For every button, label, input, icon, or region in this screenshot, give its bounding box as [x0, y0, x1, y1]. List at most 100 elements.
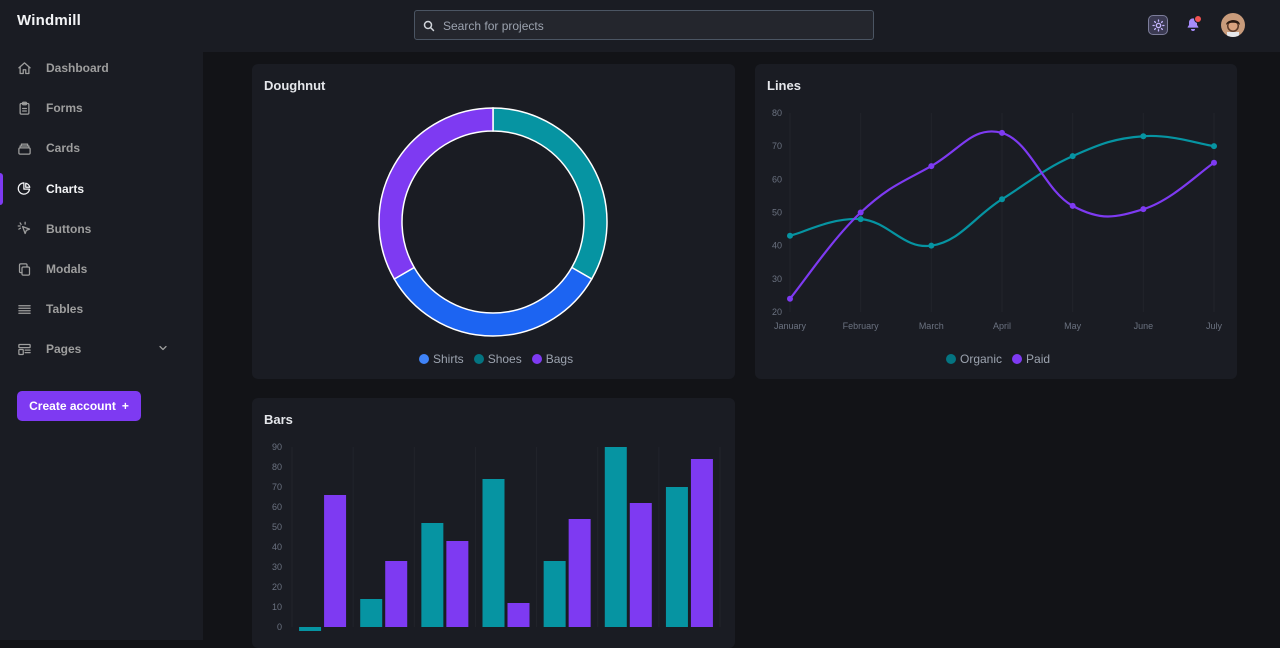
card-title: Lines [767, 78, 801, 93]
bar [421, 523, 444, 627]
data-point [1069, 153, 1076, 160]
sidebar-item-label: Forms [46, 101, 83, 116]
bars-card: Bars 0 10 20 30 40 50 60 70 80 90 [252, 398, 735, 648]
theme-toggle-button[interactable] [1148, 15, 1168, 35]
plus-icon: + [121, 399, 129, 413]
sidebar-item-buttons[interactable]: Buttons [0, 209, 203, 249]
data-point [1211, 159, 1217, 166]
sidebar-item-label: Pages [46, 342, 82, 357]
y-tick-label: 80 [772, 108, 782, 118]
y-tick-label: 20 [272, 582, 282, 592]
data-point [928, 163, 935, 170]
sidebar-nav: Dashboard Forms Cards Charts Buttons Mod… [0, 48, 203, 370]
notification-dot [1194, 15, 1202, 23]
clipboard-icon [19, 101, 30, 115]
legend-label: Shoes [487, 352, 522, 366]
legend-swatch [946, 354, 956, 364]
sidebar-item-dashboard[interactable]: Dashboard [0, 48, 203, 88]
data-point [787, 295, 793, 302]
chevron-down-icon[interactable] [157, 342, 169, 354]
y-tick-label: 60 [272, 502, 282, 512]
sidebar-item-forms[interactable]: Forms [0, 88, 203, 128]
avatar[interactable] [1221, 13, 1245, 37]
lines-card: Lines January February March April May June Ju… [755, 64, 1237, 379]
pie-chart-icon [17, 182, 31, 195]
search-box[interactable] [414, 10, 874, 40]
data-point [999, 129, 1005, 136]
legend-item[interactable]: Bags [531, 352, 574, 366]
y-tick-label: 30 [772, 274, 782, 284]
lines-legend: Organic Paid [946, 352, 1050, 366]
card-title: Bars [264, 412, 293, 427]
x-tick-label: July [1206, 321, 1223, 331]
legend-label: Shirts [433, 352, 464, 366]
data-point [857, 216, 864, 223]
sidebar-item-tables[interactable]: Tables [0, 289, 203, 329]
legend-item[interactable]: Shirts [419, 352, 464, 366]
home-icon [18, 61, 31, 74]
bar-chart: 0 10 20 30 40 50 60 70 80 90 [272, 442, 721, 632]
bar [604, 447, 627, 627]
legend-swatch [473, 354, 484, 364]
sidebar-item-cards[interactable]: Cards [0, 128, 203, 168]
brand-logo[interactable]: Windmill [17, 12, 81, 29]
cards-icon [18, 143, 31, 155]
bar [690, 459, 713, 627]
bar [507, 603, 530, 627]
sidebar-item-modals[interactable]: Modals [0, 249, 203, 289]
legend-swatch [1012, 354, 1023, 364]
data-point [857, 209, 864, 216]
search-input[interactable] [441, 15, 865, 37]
legend-label: Bags [545, 352, 574, 366]
sidebar-item-label: Charts [46, 181, 85, 196]
notifications-button[interactable] [1185, 15, 1202, 34]
legend-item[interactable]: Shoes [473, 352, 522, 366]
copy-icon [18, 262, 31, 276]
card-title: Doughnut [264, 78, 326, 93]
y-tick-label: 90 [272, 442, 282, 452]
y-tick-label: 20 [772, 307, 782, 317]
list-icon [18, 304, 31, 314]
bar [629, 503, 652, 627]
y-tick-label: 60 [772, 174, 782, 184]
bar [446, 541, 469, 627]
legend-item[interactable]: Organic [946, 352, 1002, 366]
sidebar-item-label: Cards [46, 141, 81, 156]
y-tick-label: 40 [772, 241, 782, 251]
x-tick-label: June [1134, 321, 1154, 331]
legend-label: Paid [1026, 352, 1051, 366]
sidebar-item-label: Tables [46, 302, 84, 317]
sun-icon [1151, 18, 1165, 32]
pages-icon [18, 343, 31, 356]
doughnut-chart [378, 107, 608, 337]
x-tick-label: May [1064, 321, 1082, 331]
data-point [928, 242, 935, 249]
y-tick-label: 80 [272, 462, 282, 472]
sidebar-item-label: Modals [46, 262, 88, 277]
bar [568, 519, 591, 627]
data-point [787, 232, 793, 239]
bar [482, 479, 505, 627]
x-tick-label: January [774, 321, 807, 331]
y-tick-label: 40 [272, 542, 282, 552]
y-tick-label: 50 [272, 522, 282, 532]
create-account-button[interactable]: Create account + [17, 391, 141, 421]
y-tick-label: 70 [272, 482, 282, 492]
y-tick-label: 70 [772, 141, 782, 151]
sidebar-item-pages[interactable]: Pages [0, 329, 203, 369]
create-account-label: Create account [29, 399, 116, 413]
bar [385, 561, 408, 627]
sidebar-item-charts[interactable]: Charts [0, 169, 203, 209]
data-point [1211, 143, 1217, 150]
doughnut-card: Doughnut Shirts Shoes Bags [252, 64, 735, 379]
data-point [999, 196, 1005, 203]
line-chart: January February March April May June July 20 30… [772, 108, 1223, 331]
legend-item[interactable]: Paid [1012, 352, 1050, 366]
doughnut-slice-shoes [492, 107, 608, 281]
search-icon [423, 20, 435, 32]
bar [299, 627, 322, 631]
bar [324, 495, 347, 627]
doughnut-slice-shirts [393, 266, 593, 337]
sidebar: Windmill Dashboard Forms Cards Charts Bu… [0, 0, 203, 640]
legend-swatch [531, 354, 542, 364]
